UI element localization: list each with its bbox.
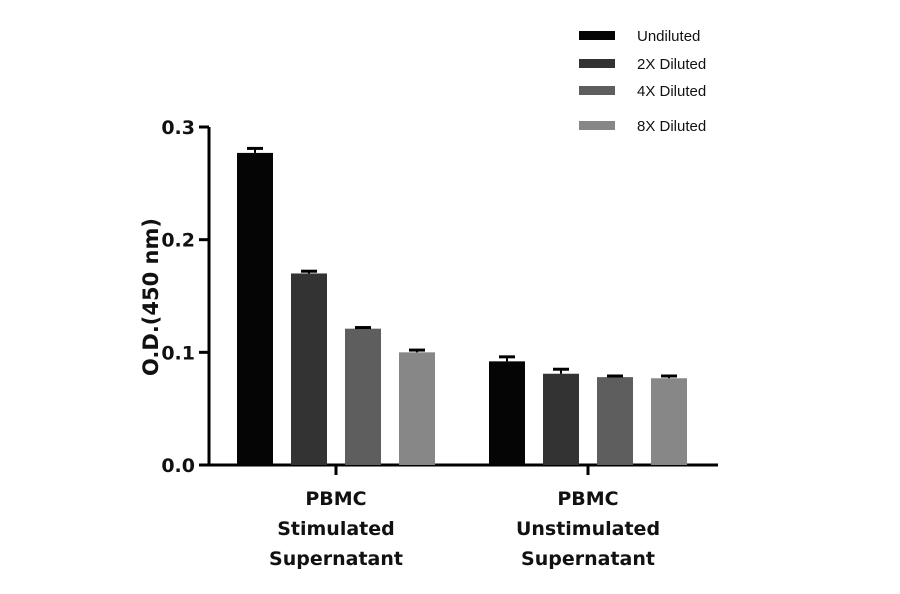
x-category-label: Stimulated bbox=[277, 518, 395, 540]
legend-swatch bbox=[579, 31, 615, 40]
bar bbox=[543, 373, 579, 465]
y-tick-label: 0.2 bbox=[161, 230, 195, 252]
y-ticks: 0.0 0.1 0.2 0.3 bbox=[161, 117, 209, 477]
bars bbox=[237, 146, 687, 465]
legend-label: 2X Diluted bbox=[637, 56, 706, 73]
legend-label: Undiluted bbox=[637, 28, 700, 45]
bar bbox=[489, 361, 525, 465]
bar bbox=[345, 328, 381, 465]
x-category-label: PBMC bbox=[305, 488, 366, 510]
bar bbox=[597, 377, 633, 465]
bar bbox=[651, 378, 687, 465]
x-category-label: Supernatant bbox=[269, 548, 403, 570]
y-tick-label: 0.1 bbox=[161, 342, 195, 364]
legend-label: 4X Diluted bbox=[637, 83, 706, 100]
legend-swatch bbox=[579, 86, 615, 95]
y-axis-title: O.D.(450 nm) bbox=[139, 218, 163, 376]
bar bbox=[291, 273, 327, 465]
legend-swatch bbox=[579, 121, 615, 130]
legend-swatch bbox=[579, 59, 615, 68]
x-category-label: Unstimulated bbox=[516, 518, 660, 540]
x-categories: PBMC Stimulated Supernatant PBMC Unstimulate… bbox=[269, 465, 660, 570]
x-category-label: PBMC bbox=[557, 488, 618, 510]
legend-label: 8X Diluted bbox=[637, 118, 706, 135]
x-category-label: Supernatant bbox=[521, 548, 655, 570]
bar bbox=[399, 352, 435, 465]
y-tick-label: 0.0 bbox=[161, 455, 195, 477]
axes bbox=[207, 127, 718, 467]
legend: Undiluted 2X Diluted 4X Diluted 8X Diluted bbox=[579, 28, 706, 135]
bar bbox=[237, 152, 273, 465]
y-tick-label: 0.3 bbox=[161, 117, 195, 139]
